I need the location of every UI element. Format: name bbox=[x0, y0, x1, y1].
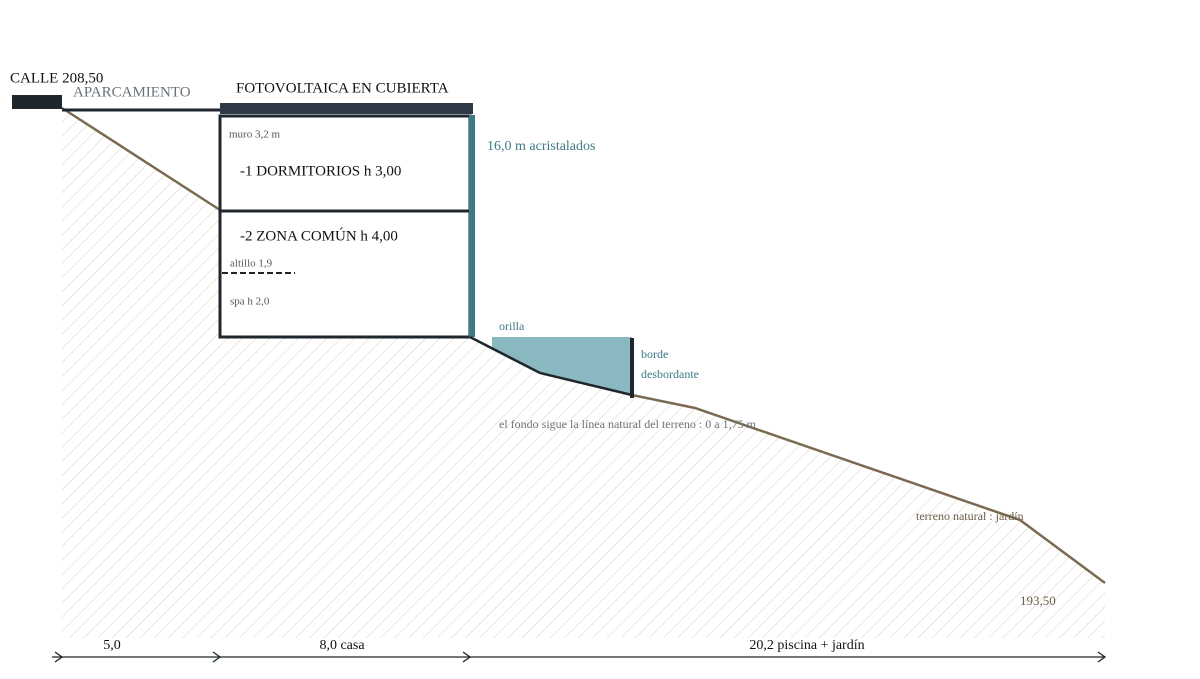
overflow-label: desbordante bbox=[641, 367, 699, 381]
ground-hatch bbox=[62, 108, 1105, 638]
glazing-wall bbox=[469, 115, 475, 337]
spa-label: spa h 2,0 bbox=[230, 296, 270, 308]
house bbox=[218, 114, 472, 339]
street-label: CALLE 208,50 bbox=[10, 70, 103, 86]
street-block bbox=[12, 95, 62, 109]
glazing-label: 16,0 m acristalados bbox=[487, 139, 595, 154]
dimension-label: 8,0 casa bbox=[319, 638, 365, 653]
shore-label: orilla bbox=[499, 319, 525, 333]
dimension-line bbox=[52, 651, 1107, 663]
roof-label: FOTOVOLTAICA EN CUBIERTA bbox=[236, 80, 449, 96]
terrain-line bbox=[61, 106, 221, 212]
roof-pv bbox=[220, 103, 473, 114]
wall-label: muro 3,2 m bbox=[229, 129, 280, 141]
pool-bottom-label: el fondo sigue la línea natural del terr… bbox=[499, 417, 757, 431]
parking-label: APARCAMIENTO bbox=[73, 84, 191, 100]
terrain-label: terreno natural : jardín bbox=[916, 509, 1024, 523]
mezzanine-label: altillo 1,9 bbox=[230, 258, 273, 270]
dimension-label: 5,0 bbox=[103, 638, 121, 653]
overflow-label: borde bbox=[641, 347, 668, 361]
terrain-line bbox=[631, 393, 1106, 585]
pool-bottom bbox=[469, 335, 633, 397]
pool-water bbox=[492, 337, 632, 395]
level1-label: -1 DORMITORIOS h 3,00 bbox=[240, 163, 401, 179]
level-label: 193,50 bbox=[1020, 593, 1056, 608]
level2-label: -2 ZONA COMÚN h 4,00 bbox=[240, 227, 398, 244]
dimension-label: 20,2 piscina + jardín bbox=[749, 638, 864, 653]
